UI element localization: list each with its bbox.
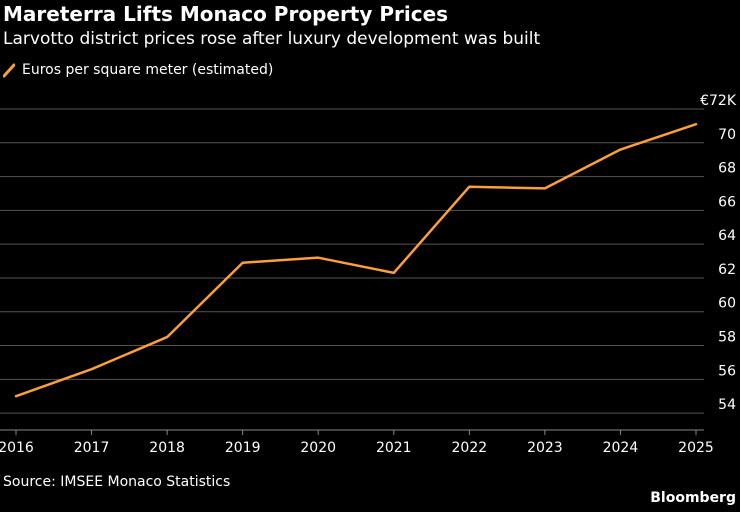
y-tick-label: 60 bbox=[718, 296, 736, 312]
y-tick-label: 58 bbox=[718, 330, 736, 346]
chart-title: Mareterra Lifts Monaco Property Prices bbox=[3, 2, 449, 26]
y-tick-label: 64 bbox=[718, 228, 736, 244]
x-tick-label: 2017 bbox=[74, 440, 110, 456]
x-tick-label: 2018 bbox=[149, 440, 185, 456]
y-tick-label: 68 bbox=[718, 161, 736, 177]
legend-label: Euros per square meter (estimated) bbox=[22, 62, 274, 78]
series-line bbox=[14, 122, 698, 398]
source-note: Source: IMSEE Monaco Statistics bbox=[3, 474, 231, 490]
legend: Euros per square meter (estimated) bbox=[2, 62, 274, 78]
x-tick-label: 2020 bbox=[300, 440, 336, 456]
x-tick-label: 2019 bbox=[225, 440, 261, 456]
series-layer bbox=[14, 122, 698, 398]
y-tick-label: €72K bbox=[700, 93, 737, 109]
y-tick-label: 66 bbox=[718, 194, 736, 210]
x-tick-label: 2021 bbox=[376, 440, 412, 456]
x-tick-label: 2024 bbox=[603, 440, 639, 456]
grid-lines bbox=[0, 108, 704, 431]
chart-subtitle: Larvotto district prices rose after luxu… bbox=[3, 29, 541, 49]
y-tick-label: 56 bbox=[718, 363, 736, 379]
y-axis-ticks: 54 56 58 60 62 64 66 68 70 €72K bbox=[700, 93, 737, 413]
y-tick-label: 62 bbox=[718, 262, 736, 278]
x-axis-ticks: 2016 2017 2018 2019 2020 2021 2022 2023 2024 2025 bbox=[0, 430, 714, 456]
x-tick-label: 2023 bbox=[527, 440, 563, 456]
x-tick-label: 2022 bbox=[452, 440, 488, 456]
legend-swatch-icon bbox=[2, 62, 16, 78]
x-tick-label: 2016 bbox=[0, 440, 34, 456]
x-tick-label: 2025 bbox=[678, 440, 714, 456]
y-tick-label: 54 bbox=[718, 397, 736, 413]
bloomberg-logo: Bloomberg bbox=[650, 490, 736, 506]
y-tick-label: 70 bbox=[718, 127, 736, 143]
